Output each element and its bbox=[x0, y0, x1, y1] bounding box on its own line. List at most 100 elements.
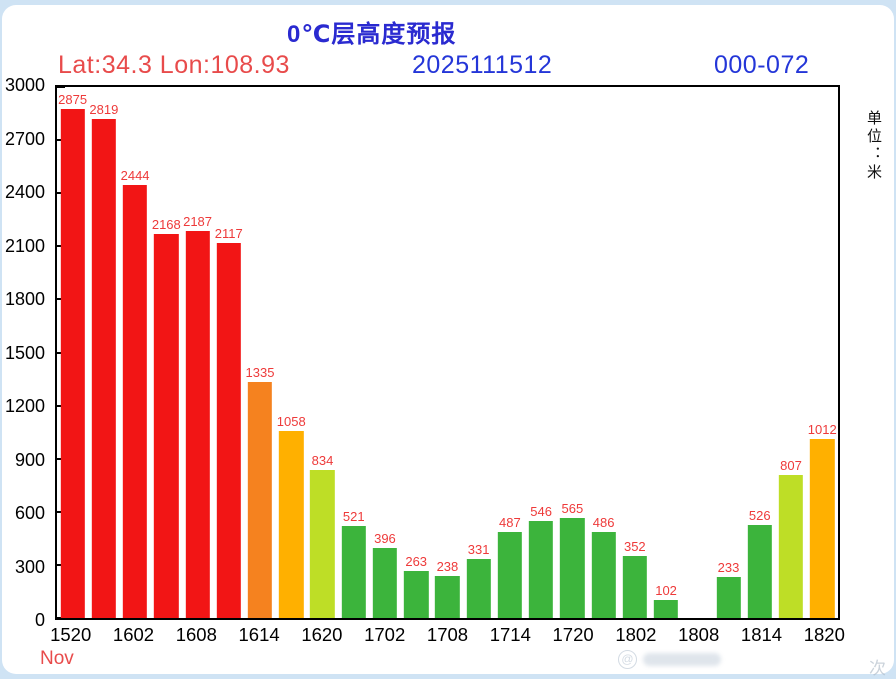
x-tick-label: 1608 bbox=[175, 624, 217, 645]
bar-value-label: 1335 bbox=[245, 364, 275, 380]
y-tick-label: 2100 bbox=[4, 235, 45, 256]
bar-value-label: 396 bbox=[374, 530, 396, 546]
x-tick-label: 1520 bbox=[50, 624, 92, 645]
bar-slot: 487 bbox=[494, 87, 525, 618]
bar-slot: 565 bbox=[557, 87, 588, 618]
x-tick-label: 1702 bbox=[364, 624, 406, 645]
bar bbox=[653, 599, 679, 618]
bar bbox=[716, 576, 741, 618]
lat-lon-label: Lat:34.3 Lon:108.93 bbox=[58, 51, 290, 79]
bar-slot: 546 bbox=[526, 87, 557, 618]
bar-value-label: 834 bbox=[311, 453, 334, 469]
x-tick-label: 1814 bbox=[740, 624, 783, 645]
y-tick-label: 2400 bbox=[4, 182, 45, 202]
x-tick-label: 1808 bbox=[678, 624, 720, 645]
y-tick-label: 3000 bbox=[4, 75, 45, 95]
bar-slot: 2187 bbox=[182, 87, 213, 618]
bar bbox=[497, 531, 523, 618]
x-tick-label: 1620 bbox=[301, 624, 343, 645]
init-datetime-label: 2025111512 bbox=[412, 51, 553, 79]
bar-slot: 2875 bbox=[57, 87, 88, 618]
x-tick-label: 1602 bbox=[112, 624, 155, 645]
bar bbox=[279, 430, 304, 618]
bar bbox=[778, 475, 804, 618]
forecast-range-label: 000-072 bbox=[714, 51, 810, 79]
bar bbox=[372, 547, 398, 618]
bar-value-label: 2819 bbox=[89, 102, 119, 118]
bar bbox=[341, 525, 366, 618]
bar-value-label: 521 bbox=[342, 508, 365, 524]
bar bbox=[560, 518, 585, 618]
bar-slot: 486 bbox=[588, 87, 619, 618]
bar-value-label: 1058 bbox=[276, 413, 306, 429]
bar-value-label: 233 bbox=[717, 559, 740, 575]
bar bbox=[154, 234, 179, 618]
watermark: @ bbox=[618, 650, 721, 669]
bar-slot: 2819 bbox=[88, 87, 119, 618]
bar bbox=[216, 243, 241, 618]
watermark-badge-icon: @ bbox=[618, 650, 637, 669]
bar-slot: 238 bbox=[432, 87, 463, 618]
watermark-text-blur bbox=[643, 653, 721, 666]
bar-slot: 352 bbox=[619, 87, 650, 618]
y-tick-label: 0 bbox=[34, 610, 45, 630]
unit-axis-label: 单位：米 bbox=[865, 110, 882, 182]
bar-slot: 331 bbox=[463, 87, 494, 618]
bar bbox=[185, 230, 210, 618]
y-tick-label: 300 bbox=[14, 556, 45, 577]
bar-slot: 263 bbox=[401, 87, 432, 618]
bar-slot: 102 bbox=[650, 87, 681, 618]
bar-slot: 2117 bbox=[213, 87, 244, 618]
x-axis-labels: 1520 1602 1608 1614 1620 1702 1708 1714 1720 1802… bbox=[50, 624, 845, 648]
bar-value-label: 487 bbox=[499, 514, 521, 530]
bar-value-label: 2875 bbox=[58, 92, 88, 108]
bar-slot: 233 bbox=[713, 87, 744, 618]
bar-slot: 834 bbox=[307, 87, 338, 618]
y-axis-labels: 0 300 600 900 1200 1500 1800 2100 2400 2700 3000 bbox=[0, 76, 50, 629]
y-tick-label: 1500 bbox=[4, 342, 45, 363]
bar-value-label: 2117 bbox=[214, 226, 243, 242]
bar-slot: 1335 bbox=[244, 87, 275, 618]
bar-slot: 807 bbox=[775, 87, 806, 618]
bar bbox=[466, 559, 491, 618]
bar-slot: 1058 bbox=[276, 87, 307, 618]
y-tick-label: 2700 bbox=[4, 128, 45, 149]
bar bbox=[91, 119, 117, 618]
bar-slot bbox=[682, 87, 713, 618]
bar-value-label: 238 bbox=[436, 558, 459, 574]
x-tick-label: 1614 bbox=[238, 624, 280, 645]
x-tick-label: 1720 bbox=[552, 624, 594, 645]
bar-slot: 396 bbox=[369, 87, 400, 618]
bar bbox=[122, 185, 148, 618]
chart-title: 0℃层高度预报 bbox=[287, 21, 457, 48]
bar bbox=[247, 381, 273, 618]
y-tick-mark bbox=[57, 86, 65, 88]
plot-area: 2875 2819 2444 2168 2187 2117 1335 1058 834 521 39… bbox=[55, 85, 840, 620]
bar bbox=[435, 575, 460, 618]
bar-value-label: 546 bbox=[530, 504, 552, 520]
x-tick-label: 1714 bbox=[489, 624, 531, 645]
bar bbox=[528, 521, 554, 618]
bar-value-label: 565 bbox=[561, 501, 584, 516]
bar-slot: 2444 bbox=[119, 87, 150, 618]
bar bbox=[60, 109, 85, 618]
bar-value-label: 331 bbox=[467, 542, 490, 558]
y-tick-label: 900 bbox=[14, 449, 45, 470]
month-label: Nov bbox=[40, 648, 74, 669]
x-tick-label: 1820 bbox=[803, 624, 845, 645]
bar-value-label: 486 bbox=[592, 514, 615, 530]
x-tick-label: 1802 bbox=[615, 624, 657, 645]
bar-value-label: 102 bbox=[655, 582, 677, 598]
bar-slot: 526 bbox=[744, 87, 775, 618]
bar bbox=[810, 438, 835, 618]
y-tick-mark bbox=[57, 617, 65, 619]
y-tick-label: 1800 bbox=[4, 289, 45, 309]
bar-value-label: 2168 bbox=[151, 217, 181, 233]
bar-value-label: 352 bbox=[623, 538, 646, 554]
y-tick-label: 1200 bbox=[4, 396, 45, 416]
bar bbox=[404, 571, 429, 618]
bar-series: 2875 2819 2444 2168 2187 2117 1335 1058 834 521 39… bbox=[57, 87, 838, 618]
bar-value-label: 2187 bbox=[183, 213, 213, 229]
bar-slot: 521 bbox=[338, 87, 369, 618]
